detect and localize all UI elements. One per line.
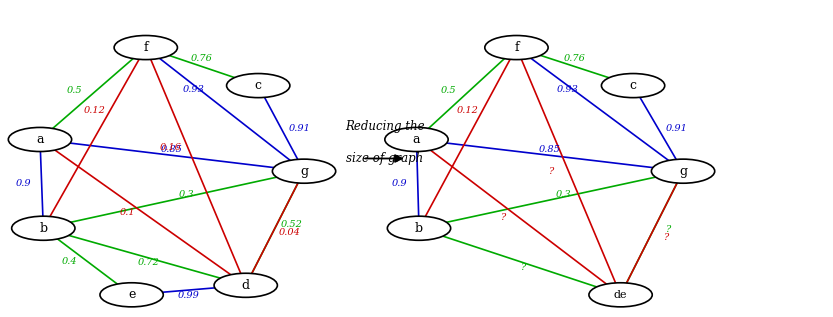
Text: b: b — [39, 222, 47, 235]
Text: e: e — [128, 288, 135, 301]
Circle shape — [589, 283, 652, 307]
Text: 0.12: 0.12 — [84, 106, 106, 115]
Text: 0.5: 0.5 — [441, 86, 456, 95]
Text: 0.9: 0.9 — [16, 179, 31, 188]
Text: de: de — [614, 290, 627, 300]
Text: 0.91: 0.91 — [666, 124, 687, 133]
Circle shape — [387, 216, 451, 240]
Text: 0.93: 0.93 — [556, 85, 578, 94]
Text: b: b — [415, 222, 423, 235]
Circle shape — [227, 74, 290, 98]
Text: ?: ? — [501, 213, 506, 222]
Circle shape — [114, 36, 177, 60]
Text: 0.16: 0.16 — [160, 143, 182, 152]
Text: c: c — [630, 79, 636, 92]
Text: a: a — [36, 133, 44, 146]
Circle shape — [651, 159, 715, 183]
Text: Reducing the: Reducing the — [345, 120, 425, 133]
Text: ?: ? — [666, 225, 671, 234]
Text: 0.76: 0.76 — [564, 54, 586, 63]
Text: 0.93: 0.93 — [182, 85, 204, 94]
Text: c: c — [255, 79, 262, 92]
Circle shape — [8, 127, 72, 152]
Text: d: d — [242, 279, 250, 292]
Circle shape — [385, 127, 448, 152]
Text: a: a — [412, 133, 421, 146]
Text: 0.52: 0.52 — [281, 220, 302, 229]
Text: 0.3: 0.3 — [556, 190, 571, 198]
Text: 0.9: 0.9 — [392, 179, 407, 188]
Text: 0.99: 0.99 — [177, 291, 200, 300]
Text: 0.4: 0.4 — [62, 257, 77, 266]
Circle shape — [485, 36, 548, 60]
Text: f: f — [143, 41, 148, 54]
Text: g: g — [679, 165, 687, 178]
Text: 0.12: 0.12 — [456, 106, 478, 115]
Text: f: f — [514, 41, 519, 54]
Text: 0.76: 0.76 — [191, 54, 213, 63]
Text: 0.72: 0.72 — [137, 258, 160, 267]
Text: ?: ? — [664, 233, 670, 242]
Text: g: g — [300, 165, 308, 178]
Text: 0.85: 0.85 — [161, 145, 183, 154]
Text: 0.5: 0.5 — [67, 86, 82, 95]
Text: 0.85: 0.85 — [539, 145, 561, 154]
Text: 0.91: 0.91 — [288, 124, 311, 133]
Text: 0.04: 0.04 — [279, 229, 301, 237]
Text: ?: ? — [521, 263, 526, 272]
Text: size of graph: size of graph — [347, 152, 423, 165]
Circle shape — [601, 74, 665, 98]
Text: ?: ? — [549, 167, 555, 176]
Text: 0.1: 0.1 — [120, 208, 136, 217]
Circle shape — [12, 216, 75, 240]
Circle shape — [100, 283, 163, 307]
Circle shape — [214, 273, 277, 297]
Circle shape — [272, 159, 336, 183]
Text: 0.3: 0.3 — [178, 190, 194, 198]
